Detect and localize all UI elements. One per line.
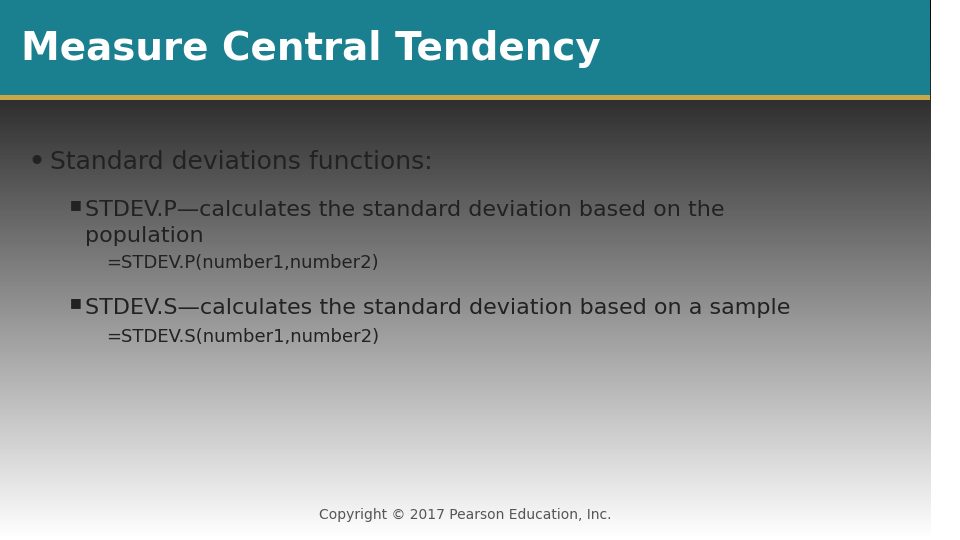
FancyBboxPatch shape	[0, 0, 930, 95]
Text: Copyright © 2017 Pearson Education, Inc.: Copyright © 2017 Pearson Education, Inc.	[319, 508, 612, 522]
Text: Standard deviations functions:: Standard deviations functions:	[50, 150, 433, 174]
Text: =STDEV.S(number1,number2): =STDEV.S(number1,number2)	[107, 328, 380, 346]
Text: STDEV.S—calculates the standard deviation based on a sample: STDEV.S—calculates the standard deviatio…	[85, 298, 791, 318]
Text: ■: ■	[70, 198, 82, 211]
Text: =STDEV.P(number1,number2): =STDEV.P(number1,number2)	[107, 254, 379, 272]
Text: Measure Central Tendency: Measure Central Tendency	[21, 30, 601, 69]
Text: population: population	[85, 226, 204, 246]
Text: STDEV.P—calculates the standard deviation based on the: STDEV.P—calculates the standard deviatio…	[85, 200, 725, 220]
Text: •: •	[27, 148, 45, 177]
Text: ■: ■	[70, 296, 82, 309]
FancyBboxPatch shape	[0, 95, 930, 100]
